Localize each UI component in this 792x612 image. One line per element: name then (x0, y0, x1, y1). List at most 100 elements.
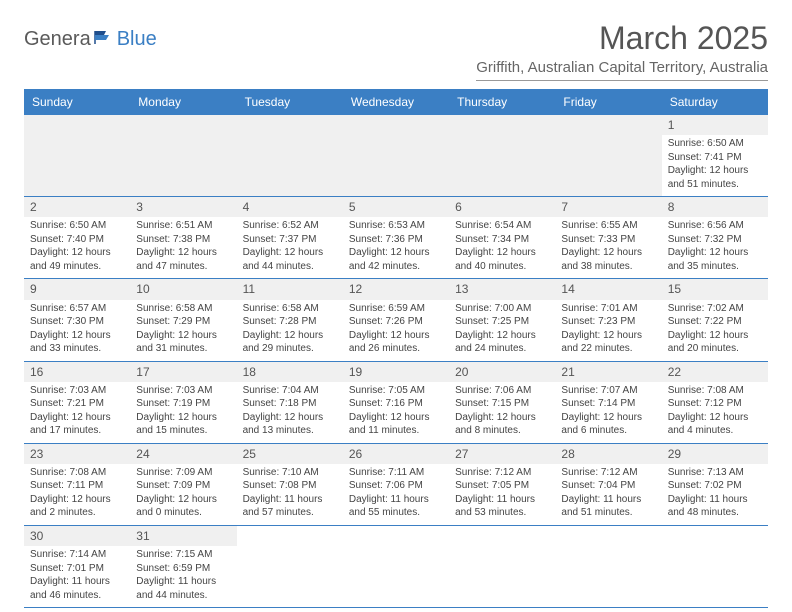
day-detail-line: Sunrise: 7:13 AM (668, 466, 762, 480)
day-detail-line: Sunrise: 7:00 AM (455, 302, 549, 316)
day-detail-line: Sunrise: 7:03 AM (30, 384, 124, 398)
day-detail-line: Daylight: 11 hours (561, 493, 655, 507)
day-detail-line: Daylight: 12 hours (561, 329, 655, 343)
day-detail-line: Sunset: 7:41 PM (668, 151, 762, 165)
day-cell (449, 526, 555, 607)
day-detail-line: Sunset: 7:25 PM (455, 315, 549, 329)
day-cell (555, 115, 661, 196)
day-detail-line: Sunrise: 7:06 AM (455, 384, 549, 398)
day-detail-line: and 6 minutes. (561, 424, 655, 438)
day-cell: 11Sunrise: 6:58 AMSunset: 7:28 PMDayligh… (237, 279, 343, 360)
day-number: 31 (130, 526, 236, 546)
day-detail-line: Daylight: 12 hours (30, 493, 124, 507)
day-detail-line: Sunrise: 6:58 AM (243, 302, 337, 316)
day-cell: 30Sunrise: 7:14 AMSunset: 7:01 PMDayligh… (24, 526, 130, 607)
day-detail-line: and 35 minutes. (668, 260, 762, 274)
day-detail-line: Sunrise: 7:10 AM (243, 466, 337, 480)
day-detail-line: and 2 minutes. (30, 506, 124, 520)
day-cell: 9Sunrise: 6:57 AMSunset: 7:30 PMDaylight… (24, 279, 130, 360)
day-number: 30 (24, 526, 130, 546)
day-detail-line: Sunrise: 7:15 AM (136, 548, 230, 562)
day-number: 24 (130, 444, 236, 464)
day-detail-line: and 22 minutes. (561, 342, 655, 356)
day-detail-line: and 51 minutes. (668, 178, 762, 192)
day-detail-line: and 38 minutes. (561, 260, 655, 274)
calendar-week: 9Sunrise: 6:57 AMSunset: 7:30 PMDaylight… (24, 279, 768, 361)
day-detail-line: Sunset: 7:23 PM (561, 315, 655, 329)
day-number: 14 (555, 279, 661, 299)
calendar-weeks: 1Sunrise: 6:50 AMSunset: 7:41 PMDaylight… (24, 115, 768, 608)
day-detail-line: Sunset: 7:09 PM (136, 479, 230, 493)
day-number: 16 (24, 362, 130, 382)
day-detail-line: and 8 minutes. (455, 424, 549, 438)
day-detail-line: Daylight: 12 hours (136, 411, 230, 425)
day-detail-line: Sunrise: 7:14 AM (30, 548, 124, 562)
day-detail-line: Daylight: 12 hours (668, 411, 762, 425)
day-header: Tuesday (237, 89, 343, 115)
day-detail-line: Sunset: 7:15 PM (455, 397, 549, 411)
day-detail-line: and 4 minutes. (668, 424, 762, 438)
day-number: 5 (343, 197, 449, 217)
day-number: 18 (237, 362, 343, 382)
day-detail-line: and 47 minutes. (136, 260, 230, 274)
day-detail-line: Sunrise: 7:09 AM (136, 466, 230, 480)
logo: Genera Blue (24, 28, 157, 51)
day-detail-line: Sunrise: 7:12 AM (455, 466, 549, 480)
calendar-week: 23Sunrise: 7:08 AMSunset: 7:11 PMDayligh… (24, 444, 768, 526)
day-detail-line: Daylight: 12 hours (455, 329, 549, 343)
day-detail-line: and 48 minutes. (668, 506, 762, 520)
day-number: 4 (237, 197, 343, 217)
day-detail-line: Daylight: 11 hours (136, 575, 230, 589)
day-header: Friday (555, 89, 661, 115)
day-detail-line: Sunset: 7:16 PM (349, 397, 443, 411)
day-number: 9 (24, 279, 130, 299)
day-detail-line: Sunset: 7:05 PM (455, 479, 549, 493)
day-detail-line: and 33 minutes. (30, 342, 124, 356)
day-detail-line: Daylight: 11 hours (30, 575, 124, 589)
day-detail-line: Sunrise: 6:50 AM (668, 137, 762, 151)
day-cell (237, 526, 343, 607)
day-detail-line: Daylight: 12 hours (349, 329, 443, 343)
day-detail-line: and 31 minutes. (136, 342, 230, 356)
day-detail-line: and 17 minutes. (30, 424, 124, 438)
day-detail-line: Sunrise: 7:11 AM (349, 466, 443, 480)
day-detail-line: Sunrise: 6:54 AM (455, 219, 549, 233)
day-detail-line: Sunset: 7:11 PM (30, 479, 124, 493)
day-detail-line: Daylight: 12 hours (561, 246, 655, 260)
day-detail-line: Daylight: 12 hours (668, 246, 762, 260)
calendar: SundayMondayTuesdayWednesdayThursdayFrid… (24, 89, 768, 608)
day-cell (24, 115, 130, 196)
day-cell: 26Sunrise: 7:11 AMSunset: 7:06 PMDayligh… (343, 444, 449, 525)
day-detail-line: Sunrise: 6:53 AM (349, 219, 443, 233)
day-detail-line: Sunset: 7:40 PM (30, 233, 124, 247)
day-detail-line: and 44 minutes. (136, 589, 230, 603)
day-number: 11 (237, 279, 343, 299)
day-detail-line: and 29 minutes. (243, 342, 337, 356)
day-cell: 1Sunrise: 6:50 AMSunset: 7:41 PMDaylight… (662, 115, 768, 196)
day-detail-line: Sunrise: 6:55 AM (561, 219, 655, 233)
day-number: 23 (24, 444, 130, 464)
day-detail-line: Sunrise: 6:51 AM (136, 219, 230, 233)
day-cell: 28Sunrise: 7:12 AMSunset: 7:04 PMDayligh… (555, 444, 661, 525)
day-detail-line: Sunrise: 7:03 AM (136, 384, 230, 398)
day-number: 13 (449, 279, 555, 299)
day-number: 19 (343, 362, 449, 382)
day-detail-line: and 15 minutes. (136, 424, 230, 438)
day-detail-line: Sunset: 7:38 PM (136, 233, 230, 247)
day-number: 25 (237, 444, 343, 464)
day-detail-line: Sunset: 7:02 PM (668, 479, 762, 493)
day-detail-line: Daylight: 11 hours (668, 493, 762, 507)
day-detail-line: Daylight: 12 hours (243, 411, 337, 425)
day-detail-line: Daylight: 12 hours (136, 246, 230, 260)
day-detail-line: Daylight: 12 hours (30, 246, 124, 260)
day-detail-line: and 49 minutes. (30, 260, 124, 274)
day-detail-line: Sunrise: 7:12 AM (561, 466, 655, 480)
day-cell: 3Sunrise: 6:51 AMSunset: 7:38 PMDaylight… (130, 197, 236, 278)
day-detail-line: Daylight: 12 hours (455, 246, 549, 260)
day-cell: 22Sunrise: 7:08 AMSunset: 7:12 PMDayligh… (662, 362, 768, 443)
day-detail-line: Sunset: 7:18 PM (243, 397, 337, 411)
day-detail-line: Sunset: 7:19 PM (136, 397, 230, 411)
calendar-week: 1Sunrise: 6:50 AMSunset: 7:41 PMDaylight… (24, 115, 768, 197)
day-number: 15 (662, 279, 768, 299)
day-header: Sunday (24, 89, 130, 115)
